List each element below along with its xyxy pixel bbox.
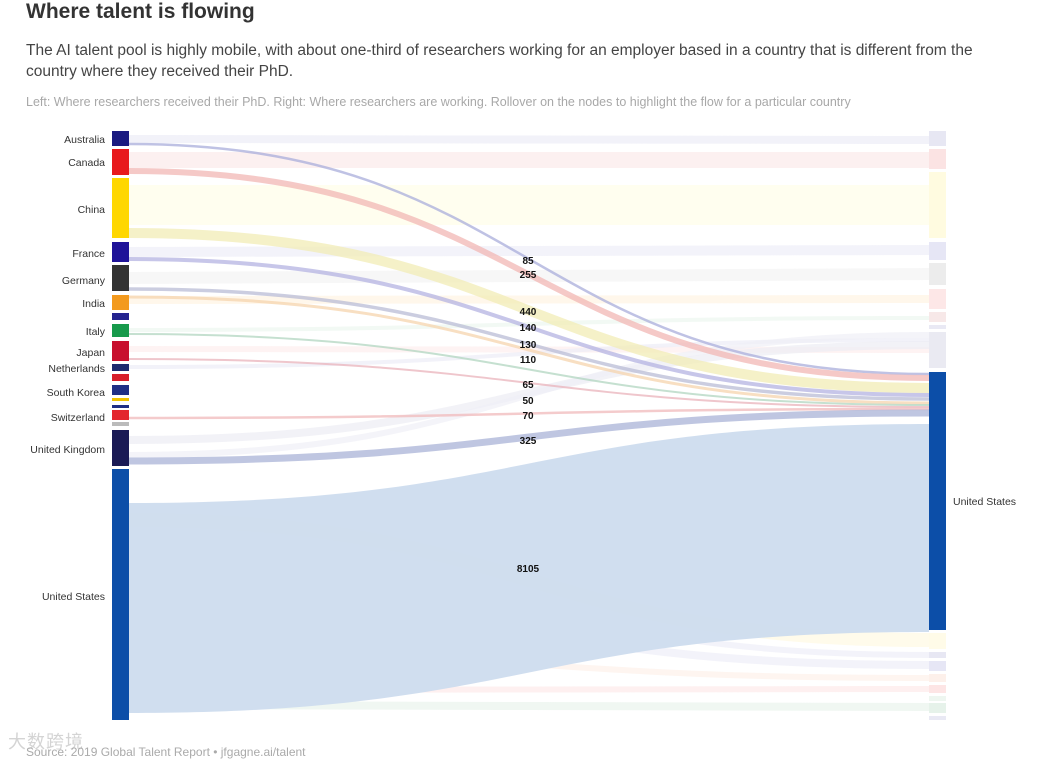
right-node-other[interactable]: [929, 332, 946, 368]
flow-value-india: 110: [520, 355, 537, 366]
left-node-label-india: India: [82, 298, 105, 310]
left-node-italy[interactable]: [112, 324, 129, 337]
background-flow: [128, 245, 930, 257]
flow-value-canada: 255: [520, 270, 537, 281]
left-node-canada[interactable]: [112, 149, 129, 175]
flow-italy-to-united-states: [128, 333, 930, 406]
background-flow: [128, 135, 930, 144]
left-node-china[interactable]: [112, 178, 129, 238]
left-node-france[interactable]: [112, 242, 129, 262]
background-flow: [128, 332, 930, 458]
chart-title: Where talent is flowing: [26, 0, 255, 23]
flow-value-switzerland: 70: [522, 411, 534, 422]
flow-united-states-to-united-states: [129, 424, 929, 713]
flow-germany-to-united-states: [128, 287, 930, 401]
left-node-japan[interactable]: [112, 341, 129, 361]
right-node-other[interactable]: [929, 652, 946, 658]
flow-australia-to-united-states: [128, 142, 930, 376]
left-node-australia[interactable]: [112, 131, 129, 146]
left-node-chip[interactable]: [112, 398, 129, 401]
left-node-label-germany: Germany: [62, 275, 106, 287]
flow-japan-to-united-states: [128, 358, 930, 408]
left-node-netherlands[interactable]: [112, 364, 129, 371]
right-node-label-united-states: United States: [953, 496, 1016, 508]
left-node-chip[interactable]: [112, 374, 129, 381]
left-node-united-kingdom[interactable]: [112, 430, 129, 466]
right-node-other[interactable]: [929, 172, 946, 238]
right-node-other[interactable]: [929, 674, 946, 682]
flow-value-united-states: 8105: [517, 564, 540, 575]
chart-note: Left: Where researchers received their P…: [26, 95, 851, 109]
left-node-label-united-states: United States: [42, 591, 105, 603]
flow-switzerland-to-united-states: [128, 407, 930, 420]
flow-united-kingdom-to-united-states: [128, 409, 930, 465]
left-node-label-italy: Italy: [86, 326, 106, 338]
left-node-chip[interactable]: [112, 405, 129, 408]
left-node-label-japan: Japan: [76, 347, 105, 359]
right-node-united-states[interactable]: [929, 372, 946, 630]
flow-china-to-united-states: [128, 228, 930, 393]
flow-value-united-kingdom: 325: [520, 436, 537, 447]
chart-subtitle: The AI talent pool is highly mobile, wit…: [26, 42, 973, 80]
left-nodes[interactable]: Australia Canada China France Germany India It…: [30, 131, 129, 720]
left-node-south-korea[interactable]: [112, 385, 129, 395]
background-flow: [128, 316, 930, 332]
flow-value-japan: 50: [522, 396, 534, 407]
right-nodes[interactable]: United States: [929, 131, 1016, 720]
left-node-chip[interactable]: [112, 313, 129, 320]
right-node-other[interactable]: [929, 312, 946, 322]
left-node-switzerland[interactable]: [112, 410, 129, 420]
right-node-other[interactable]: [929, 716, 946, 720]
flows-to-united-states: [128, 142, 930, 713]
left-node-chip[interactable]: [112, 422, 129, 426]
right-node-other[interactable]: [929, 696, 946, 701]
left-node-label-france: France: [72, 248, 105, 260]
right-node-other[interactable]: [929, 242, 946, 260]
left-node-label-australia: Australia: [64, 134, 105, 146]
flow-india-to-united-states: [128, 295, 930, 405]
left-node-united-states[interactable]: [112, 469, 129, 720]
left-node-india[interactable]: [112, 295, 129, 310]
flow-canada-to-united-states: [128, 168, 930, 381]
left-node-label-china: China: [78, 204, 106, 216]
right-node-other[interactable]: [929, 685, 946, 693]
right-node-other[interactable]: [929, 131, 946, 146]
left-node-germany[interactable]: [112, 265, 129, 291]
left-node-label-netherlands: Netherlands: [48, 363, 105, 375]
flow-france-to-united-states: [128, 257, 930, 397]
source-note: Source: 2019 Global Talent Report • jfga…: [26, 745, 306, 759]
right-node-other[interactable]: [929, 325, 946, 329]
flow-value-france: 140: [520, 323, 537, 334]
left-node-label-switzerland: Switzerland: [51, 412, 105, 424]
flow-labels: 85 255 440 140 130 110 65 50 70 325 8105: [517, 256, 540, 575]
left-node-label-united-kingdom: United Kingdom: [30, 444, 105, 456]
flow-value-australia: 85: [522, 256, 534, 267]
right-node-other[interactable]: [929, 633, 946, 649]
right-node-other[interactable]: [929, 703, 946, 713]
right-node-other[interactable]: [929, 661, 946, 671]
left-node-label-canada: Canada: [68, 157, 105, 169]
right-node-other[interactable]: [929, 149, 946, 169]
right-node-other[interactable]: [929, 263, 946, 285]
left-node-label-south-korea: South Korea: [47, 387, 106, 399]
background-flow: [128, 295, 930, 304]
right-node-other[interactable]: [929, 289, 946, 309]
flow-value-italy: 65: [522, 380, 534, 391]
flow-value-germany: 130: [520, 340, 537, 351]
watermark: 大数跨境: [8, 732, 84, 753]
flow-value-china: 440: [520, 307, 537, 318]
